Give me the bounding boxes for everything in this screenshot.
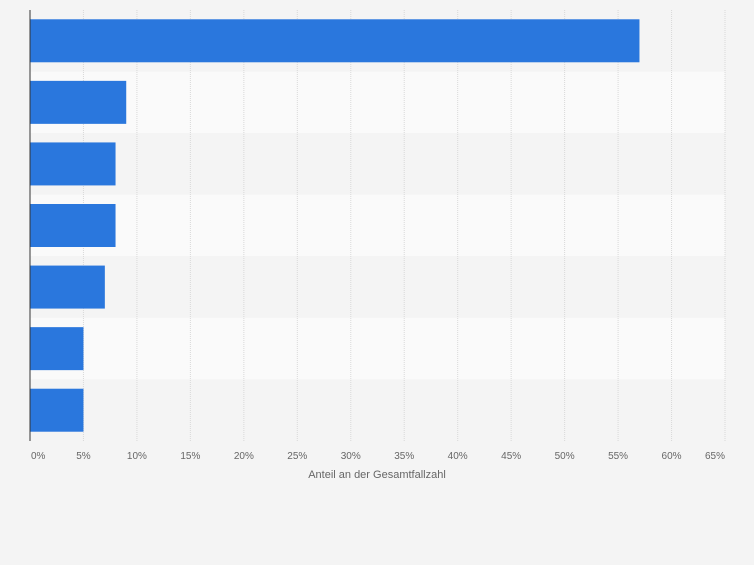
row-band-6 xyxy=(30,379,725,441)
row-band-3 xyxy=(30,194,725,257)
row-bands xyxy=(30,10,725,441)
bar-1[interactable] xyxy=(30,80,127,124)
x-tick-label-7: 35% xyxy=(394,451,414,462)
x-tick-label-9: 45% xyxy=(501,451,521,462)
row-band-5 xyxy=(30,317,725,380)
x-tick-label-8: 40% xyxy=(448,451,468,462)
row-band-2 xyxy=(30,133,725,195)
row-band-1 xyxy=(30,71,725,134)
x-tick-label-1: 5% xyxy=(76,451,91,462)
x-tick-labels: 0% 5% 10% 15% 20% 25% 30% 35% 40% 45% 50% 55% 60% 65% xyxy=(31,451,725,462)
bar-6[interactable] xyxy=(30,388,84,432)
bar-3[interactable] xyxy=(30,204,116,247)
bar-0[interactable] xyxy=(30,19,640,63)
x-tick-label-12: 60% xyxy=(662,451,682,462)
x-tick-label-3: 15% xyxy=(180,451,200,462)
x-tick-label-5: 25% xyxy=(287,451,307,462)
bars xyxy=(30,19,640,432)
x-tick-label-13: 65% xyxy=(705,451,725,462)
x-tick-label-2: 10% xyxy=(127,451,147,462)
x-tick-label-4: 20% xyxy=(234,451,254,462)
x-axis-label: Anteil an der Gesamtfallzahl xyxy=(308,469,446,481)
row-band-4 xyxy=(30,256,725,318)
bar-2[interactable] xyxy=(30,142,116,186)
x-tick-label-6: 30% xyxy=(341,451,361,462)
x-tick-label-11: 55% xyxy=(608,451,628,462)
x-tick-label-0: 0% xyxy=(31,451,46,462)
bar-5[interactable] xyxy=(30,327,84,371)
bar-4[interactable] xyxy=(30,265,105,309)
x-tick-label-10: 50% xyxy=(555,451,575,462)
